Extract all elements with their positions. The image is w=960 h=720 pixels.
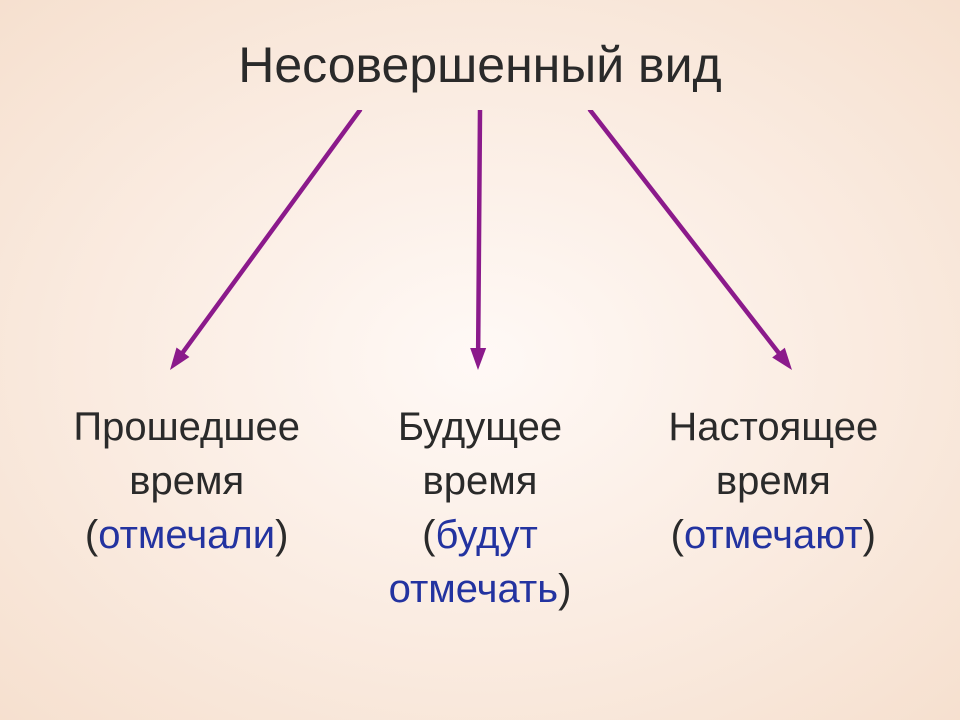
future-heading-1: Будущее: [333, 400, 626, 454]
column-past: Прошедшее время (отмечали): [40, 400, 333, 616]
future-heading-2: время: [333, 454, 626, 508]
paren-close-2: ): [558, 567, 571, 611]
paren-close: ): [275, 513, 288, 557]
past-example-word: отмечали: [98, 513, 275, 557]
arrows-svg: [0, 110, 960, 390]
future-example-word-2: отмечать: [389, 567, 558, 611]
present-heading-1: Настоящее: [627, 400, 920, 454]
future-example-2: отмечать): [333, 562, 626, 616]
present-example-word: отмечают: [684, 513, 863, 557]
past-example: (отмечали): [40, 508, 333, 562]
present-heading-2: время: [627, 454, 920, 508]
paren-open: (: [422, 513, 435, 557]
paren-open: (: [671, 513, 684, 557]
past-heading-2: время: [40, 454, 333, 508]
column-future: Будущее время (будут отмечать): [333, 400, 626, 616]
slide-content: Несовершенный вид Прошедшее время (отмеч…: [0, 0, 960, 720]
future-example-word-1: будут: [435, 513, 537, 557]
paren-open: (: [85, 513, 98, 557]
paren-close: ): [863, 513, 876, 557]
column-present: Настоящее время (отмечают): [627, 400, 920, 616]
past-heading-1: Прошедшее: [40, 400, 333, 454]
future-example-1: (будут: [333, 508, 626, 562]
slide-title: Несовершенный вид: [0, 36, 960, 94]
present-example: (отмечают): [627, 508, 920, 562]
columns-row: Прошедшее время (отмечали) Будущее время…: [40, 400, 920, 616]
